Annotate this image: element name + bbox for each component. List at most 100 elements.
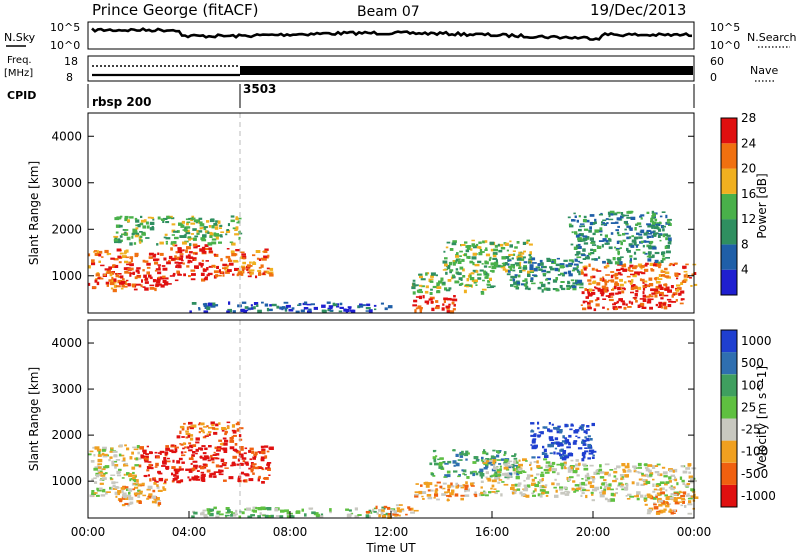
power-echo-region-12 [580, 262, 698, 292]
time-tick-4: 16:00 [475, 525, 510, 539]
time-tick-2: 08:00 [273, 525, 308, 539]
time-tick-1: 04:00 [172, 525, 207, 539]
time-tick-3: 12:00 [374, 525, 409, 539]
velocity-colorbar-tick: 25 [741, 400, 756, 414]
nave-label: Nave [750, 64, 778, 77]
power-echo-region-11 [580, 285, 685, 312]
velocity-colorbar: 1000 500 100 25 -25 -100 -500 -1000 Velocity [m… [720, 329, 776, 508]
cpid-segment-1: rbsp 200 [92, 95, 151, 109]
velocity-colorbar-tick: 500 [741, 356, 764, 370]
power-echo-region-8 [411, 271, 496, 295]
power-colorbar-tick: 8 [741, 237, 749, 251]
velocity-ylabel: Slant Range [km] [27, 367, 41, 471]
power-colorbar-swatch [721, 143, 737, 169]
freq-unit-label: [MHz] [4, 68, 33, 79]
power-colorbar-swatch [721, 269, 737, 295]
power-colorbar-tick: 24 [741, 136, 756, 150]
velocity-echoes [88, 421, 699, 519]
velocity-colorbar-swatch [721, 330, 737, 353]
power-colorbar: 4 8 12 16 20 24 28 Power [dB] [720, 111, 769, 296]
nave-tick-low: 0 [710, 71, 717, 84]
velocity-colorbar-swatch [721, 462, 737, 485]
power-colorbar-swatch [721, 193, 737, 220]
velocity-colorbar-swatch [721, 374, 737, 397]
power-ytick-3000: 3000 [51, 176, 82, 190]
power-echo-region-5 [113, 215, 243, 247]
velocity-echo-region-5 [191, 506, 396, 519]
power-ylabel: Slant Range [km] [27, 161, 41, 265]
freq-tick-low: 8 [66, 71, 73, 84]
nsky-label: N.Sky [4, 31, 36, 44]
power-colorbar-swatch [721, 168, 737, 194]
power-colorbar-swatch [721, 118, 737, 144]
velocity-echo-region-12 [644, 491, 695, 515]
velocity-echo-region-6 [365, 504, 419, 519]
power-colorbar-tick: 28 [741, 111, 756, 125]
freq-nave-panel: Freq. [MHz] 18 8 60 0 Nave [4, 55, 778, 84]
velocity-colorbar-label: Velocity [m s^-1] [755, 366, 769, 470]
velocity-colorbar-swatch [721, 484, 737, 507]
velocity-echo-region-2 [113, 481, 167, 507]
nsky-tick-low: 10^0 [50, 39, 80, 52]
power-echo-region-9 [442, 239, 535, 274]
velocity-ytick-1000: 1000 [51, 474, 82, 488]
cpid-row: CPID rbsp 200 3503 [7, 82, 695, 109]
velocity-colorbar-tick: 1000 [741, 334, 772, 348]
velocity-echo-region-10 [530, 421, 597, 462]
velocity-echo-region-3 [138, 444, 274, 484]
velocity-ytick-4000: 4000 [51, 336, 82, 350]
velocity-colorbar-swatch [721, 418, 737, 441]
power-colorbar-tick: 16 [741, 187, 756, 201]
velocity-colorbar-swatch [721, 396, 737, 419]
power-ytick-2000: 2000 [51, 222, 82, 236]
power-colorbar-tick: 20 [741, 162, 756, 176]
time-tick-6: 00:00 [677, 525, 712, 539]
power-echo-region-4 [211, 248, 274, 279]
power-echoes [88, 210, 698, 314]
freq-label: Freq. [7, 55, 32, 66]
velocity-echo-region-9 [480, 458, 585, 498]
power-ytick-4000: 4000 [51, 129, 82, 143]
velocity-colorbar-swatch [721, 440, 737, 463]
power-colorbar-swatch [721, 244, 737, 270]
nsky-panel: N.Sky 10^5 10^0 10^5 10^0 N.Search [4, 21, 797, 52]
power-echo-region-7 [412, 295, 458, 314]
cpid-label: CPID [7, 89, 36, 102]
time-axis-label: Time UT [365, 541, 416, 554]
velocity-panel: 1000 2000 3000 4000 00:00 04:00 08:00 12:00 16:… [27, 319, 712, 554]
time-tick-5: 20:00 [576, 525, 611, 539]
power-colorbar-tick: 4 [741, 263, 749, 277]
nsearch-tick-low: 10^0 [710, 39, 740, 52]
velocity-echo-region-4 [176, 421, 244, 447]
power-panel: 1000 2000 3000 4000 Slant Range [km] [27, 112, 698, 314]
velocity-echo-region-7 [414, 481, 484, 502]
power-echo-region-1 [88, 248, 129, 293]
date-label: 19/Dec/2013 [590, 1, 686, 19]
velocity-colorbar-tick: -1000 [741, 489, 776, 503]
velocity-ytick-3000: 3000 [51, 382, 82, 396]
velocity-ytick-2000: 2000 [51, 428, 82, 442]
station-title: Prince George (fitACF) [92, 1, 258, 19]
velocity-colorbar-tick: -100 [741, 445, 768, 459]
velocity-colorbar-tick: -500 [741, 467, 768, 481]
nave-tick-high: 60 [710, 55, 724, 68]
power-echo-region-6 [189, 301, 393, 314]
power-echo-region-2 [125, 252, 172, 292]
power-echo-region-3 [168, 243, 214, 282]
velocity-colorbar-tick: -25 [741, 423, 761, 437]
beam-label: Beam 07 [357, 4, 420, 20]
freq-tick-high: 18 [64, 55, 78, 68]
power-colorbar-swatch [721, 219, 737, 245]
velocity-colorbar-swatch [721, 352, 737, 375]
nsky-tick-high: 10^5 [50, 21, 80, 34]
nsearch-tick-high: 10^5 [710, 21, 740, 34]
power-colorbar-label: Power [dB] [755, 173, 769, 238]
power-echo-region-13 [567, 210, 672, 265]
nsearch-label: N.Search [747, 31, 797, 44]
power-echo-region-10 [504, 257, 584, 293]
velocity-colorbar-tick: 100 [741, 378, 764, 392]
power-colorbar-tick: 12 [741, 212, 756, 226]
cpid-segment-2: 3503 [243, 82, 276, 96]
time-tick-0: 00:00 [71, 525, 106, 539]
